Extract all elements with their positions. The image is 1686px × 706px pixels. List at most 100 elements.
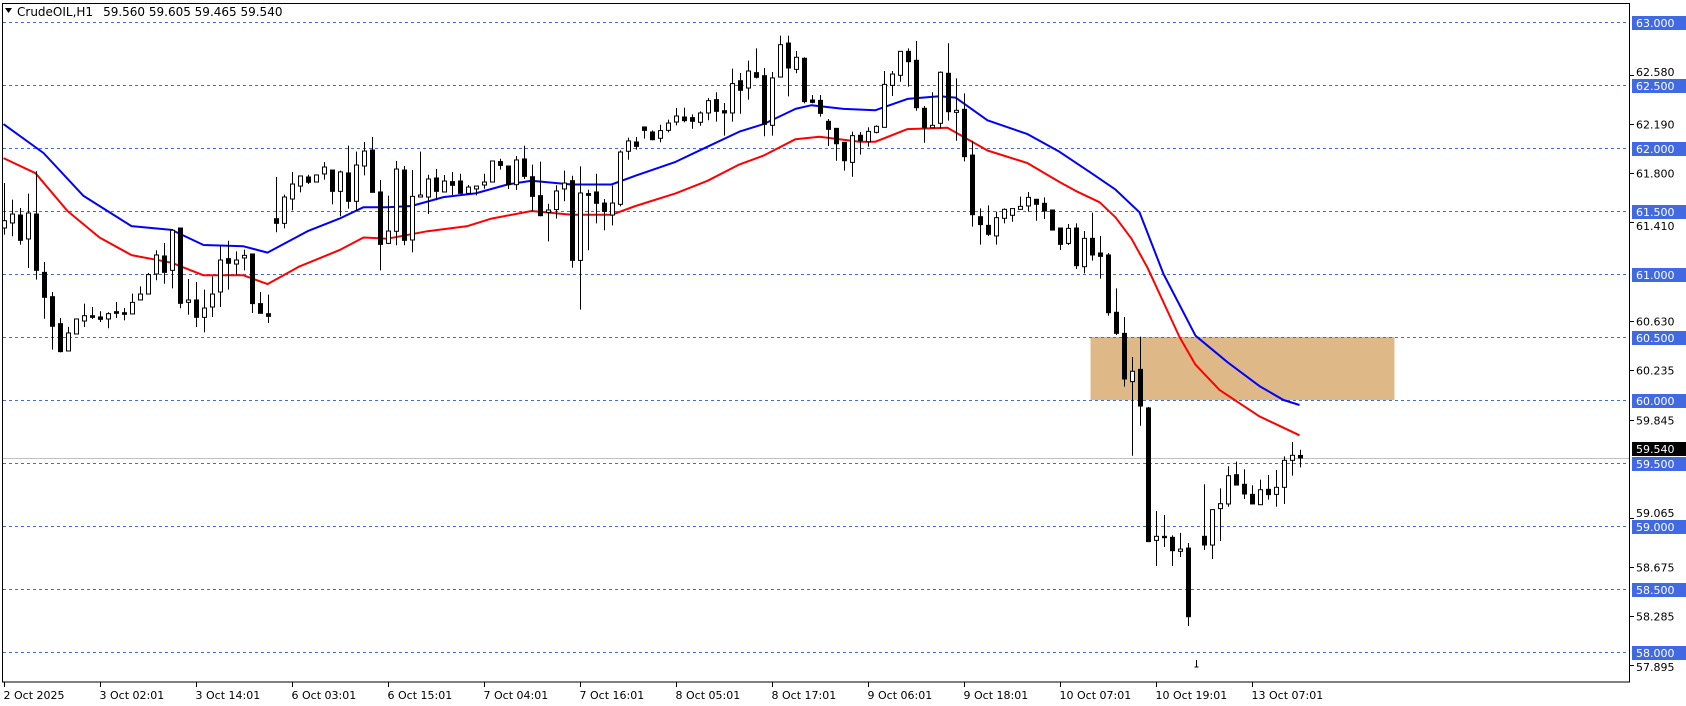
supply-demand-zone-layer [1090,337,1395,400]
level-label: 58.500 [1636,584,1675,597]
candle [818,94,823,117]
triangle-down-icon[interactable] [5,8,12,13]
moving-average-red [3,126,1300,437]
candle [1250,485,1255,505]
level-label: 60.500 [1636,332,1675,345]
price-level-lines [3,22,1630,653]
candle [490,160,495,183]
candle-body-bear [1250,493,1255,505]
candle-body-bear [330,169,335,192]
level-label-bg [1632,268,1686,282]
candle [970,140,975,227]
candle-body-bull [1290,454,1295,461]
candle-body-bear [90,315,95,318]
candle [1298,449,1303,468]
candle-body-bear [1074,227,1079,267]
symbol-timeframe: CrudeOIL,H1 [17,5,93,19]
price-tick-label: 62.190 [1636,119,1675,132]
time-tick-label: 10 Oct 07:01 [1060,689,1132,702]
price-tick-label: 61.800 [1636,168,1675,181]
candle-body-bull [322,166,327,175]
candle-body-bull [490,160,495,183]
candle [810,94,815,104]
candle-body-bear [802,57,807,103]
candle [570,175,575,268]
candle-body-bull [866,130,871,143]
candle-body-bear [570,180,575,261]
candle-body-bull [74,318,79,335]
candle-body-bear [378,191,383,245]
level-label-bg [1632,583,1686,597]
candle [1042,197,1047,219]
time-tick-label: 7 Oct 16:01 [580,689,645,702]
candle-body-bear [906,50,911,63]
candle-body-bull [82,315,87,322]
candle-body-bull [874,125,879,133]
candle-body-bull [170,229,175,271]
candle-body-bear [1242,483,1247,495]
candle-body-bull [882,83,887,128]
price-axis[interactable]: 62.580 62.190 61.800 61.410 60.630 60.235 59.8… [1630,16,1686,674]
plot-border [2,3,1630,683]
candle [1002,208,1007,224]
candle-body-bear [602,202,607,212]
candle-body-bear [274,218,279,224]
candle [1266,474,1271,500]
candle [82,303,87,328]
candle [762,67,767,137]
candle-body-bull [618,151,623,205]
candle [978,208,983,245]
candle-body-bear [986,224,991,235]
candle-body-bull [1130,370,1135,383]
level-label: 63.000 [1636,17,1675,30]
time-tick-label: 9 Oct 06:01 [868,689,933,702]
candle [210,276,215,317]
candle-body-bear [506,165,511,186]
candle [162,243,167,284]
candle-body-bear [738,80,743,91]
candle [562,170,567,202]
candle [674,108,679,126]
candle-body-bull [354,164,359,202]
candle [898,50,903,82]
candle-body-bull [746,70,751,89]
candle-body-bear [842,141,847,162]
candle-body-bear [194,299,199,318]
candle [18,207,23,245]
candle [834,127,839,161]
candle [202,289,207,333]
candle-body-bear [50,296,55,327]
candle [530,164,535,212]
candle-body-bear [178,227,183,304]
candle [1210,509,1215,560]
candle [330,169,335,205]
candle-body-bull [210,293,215,308]
candlestick-series [2,35,1303,668]
candle [1154,511,1159,566]
candle-body-bear [682,116,687,122]
candle [66,326,71,352]
time-axis[interactable]: 2 Oct 2025 3 Oct 02:01 3 Oct 14:01 6 Oct 03… [4,682,1324,702]
candle-body-bull [202,307,207,318]
candle [1258,479,1263,506]
candle [890,71,895,96]
candle [234,251,239,275]
candle-body-bull [106,313,111,320]
level-label-bg [1632,646,1686,660]
level-label: 62.500 [1636,80,1675,93]
candle-body-bear [1298,454,1303,459]
candle-body-bull [1026,196,1031,207]
candle-body-bull [850,135,855,163]
candle [90,307,95,319]
candle-body-bear [450,181,455,186]
candle [610,185,615,226]
candle [954,78,959,141]
candle-body-bull [290,183,295,200]
candle [170,229,175,289]
candle [1018,196,1023,210]
candle-body-bear [1234,474,1239,486]
candle-body-bull [610,202,615,216]
candle [1058,227,1063,251]
candle [354,151,359,212]
